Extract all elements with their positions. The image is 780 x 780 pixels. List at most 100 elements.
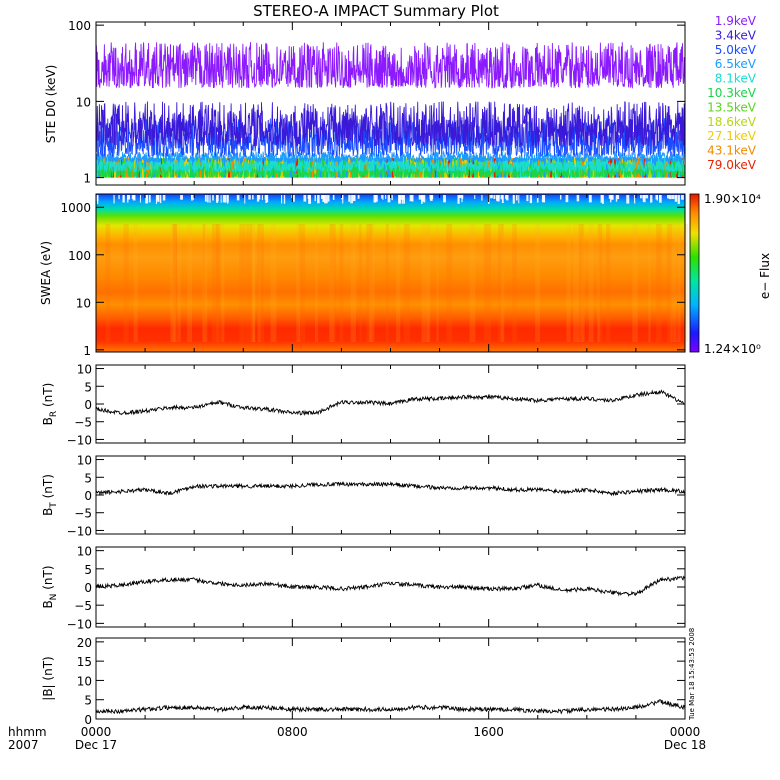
ste-strip-cell — [518, 158, 520, 178]
swea-dropout — [674, 195, 678, 202]
swea-dropout — [462, 195, 464, 199]
swea-dropout — [411, 195, 414, 202]
mag-panel-bmag: 0 5 10 15 20 |B| (nT) — [41, 636, 686, 727]
ste-strip-cell — [430, 158, 432, 178]
swea-dropout — [518, 195, 520, 204]
mag-frame — [95, 637, 686, 720]
swea-dropout — [351, 195, 353, 204]
mag-tick-label: −5 — [74, 416, 92, 430]
swea-streak — [483, 224, 488, 342]
ste-y-axis: 1 10 100 — [68, 19, 685, 186]
swea-dropout — [401, 195, 403, 204]
swea-dropout — [317, 195, 320, 204]
swea-dropout — [602, 195, 604, 204]
swea-dropout — [327, 195, 330, 202]
swea-streak — [670, 224, 677, 342]
swea-dropout — [308, 195, 312, 204]
ste-series-line — [96, 149, 685, 164]
swea-dropout — [501, 195, 504, 204]
swea-dropout — [384, 195, 387, 199]
swea-dropout — [281, 195, 283, 204]
swea-dropout — [261, 195, 264, 201]
mag-tick-label: 0 — [84, 581, 92, 595]
legend-entry: 10.3keV — [707, 86, 757, 100]
swea-dropout — [541, 195, 545, 203]
ste-series-line — [96, 101, 685, 148]
x-tick-label: 0800 — [277, 725, 308, 739]
swea-dropout — [403, 195, 405, 204]
ste-strip-cell — [156, 158, 158, 178]
ste-strip-cell — [160, 158, 162, 178]
ste-strip-cell — [368, 158, 370, 178]
swea-dropout — [257, 195, 261, 200]
swea-streak — [573, 224, 580, 342]
time-format-label: hhmm — [8, 725, 47, 739]
swea-dropout — [139, 195, 141, 203]
ste-strip-cell — [462, 158, 464, 178]
swea-dropout — [348, 195, 351, 202]
ste-strip-cell — [150, 158, 152, 178]
ste-strip-cell — [490, 158, 492, 178]
swea-dropout — [307, 195, 311, 199]
swea-dropout — [387, 195, 391, 203]
legend-entry: 13.5keV — [707, 100, 757, 114]
swea-streak — [656, 224, 662, 342]
ste-strip-cell — [264, 158, 266, 178]
swea-streak — [173, 224, 177, 342]
ste-strip-cell — [234, 158, 236, 178]
swea-streak — [648, 224, 651, 342]
mag-series-line — [95, 480, 685, 497]
mag-tick-label: 10 — [77, 454, 92, 468]
legend-entry: 43.1keV — [707, 144, 757, 158]
swea-streak — [329, 224, 335, 342]
swea-dropout — [248, 195, 251, 200]
swea-dropout — [626, 195, 630, 204]
swea-dropout — [118, 195, 120, 200]
swea-streak — [202, 224, 205, 342]
swea-dropout — [675, 195, 677, 199]
swea-streak — [202, 224, 208, 342]
swea-dropout — [421, 195, 423, 204]
swea-tick-label: 1 — [83, 344, 91, 358]
mag-frame — [95, 455, 686, 535]
swea-streak — [427, 224, 431, 342]
x-tick-label: 0000 — [81, 725, 112, 739]
swea-tick-label: 100 — [68, 249, 91, 263]
swea-dropout — [608, 195, 611, 199]
swea-dropout — [496, 195, 498, 201]
swea-dropout — [610, 195, 612, 203]
swea-dropout — [443, 195, 446, 203]
run-timestamp: Tue Mar 18 15:43:53 2008 — [688, 628, 696, 721]
swea-streak — [216, 224, 221, 342]
swea-streak — [512, 224, 517, 342]
swea-dropout — [491, 195, 493, 199]
swea-dropout — [576, 195, 580, 202]
colorbar-scale — [689, 193, 700, 353]
swea-dropout — [668, 195, 672, 200]
swea-streak — [446, 224, 453, 342]
swea-dropout — [600, 195, 603, 203]
swea-dropout — [156, 195, 159, 201]
mag-y-label: BR (nT) — [41, 383, 59, 426]
swea-dropout — [96, 195, 99, 202]
swea-dropout — [391, 195, 393, 201]
legend-entry: 79.0keV — [707, 158, 757, 172]
year-label: 2007 — [8, 738, 39, 752]
swea-streak — [105, 224, 111, 342]
mag-tick-label: 10 — [77, 363, 92, 377]
swea-streak — [170, 224, 176, 342]
mag-tick-label: −10 — [67, 433, 92, 447]
ste-strip-cell — [458, 158, 460, 178]
swea-streak — [350, 224, 356, 342]
swea-streak — [385, 224, 389, 342]
swea-dropout — [493, 195, 496, 199]
ste-strip-cell — [126, 158, 128, 178]
swea-dropout — [409, 195, 413, 202]
swea-streak — [566, 224, 571, 342]
mag-panel-bt: −10 −5 0 5 10 BT (nT) — [41, 454, 686, 538]
x-date-label: Dec 18 — [664, 738, 706, 752]
swea-streak — [298, 224, 306, 342]
ste-strip-cell — [606, 158, 608, 178]
swea-streak — [257, 224, 264, 342]
ste-strip-cell — [258, 158, 260, 178]
